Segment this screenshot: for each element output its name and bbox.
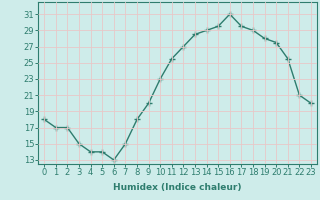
X-axis label: Humidex (Indice chaleur): Humidex (Indice chaleur): [113, 183, 242, 192]
